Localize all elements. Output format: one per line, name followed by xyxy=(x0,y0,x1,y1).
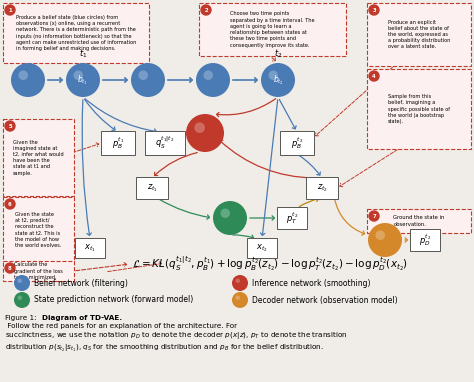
Text: Given the
imagined state at
t2, infer what would
have been the
state at t1 and
s: Given the imagined state at t2, infer wh… xyxy=(13,139,64,175)
Circle shape xyxy=(66,63,100,97)
Text: Belief network (filtering): Belief network (filtering) xyxy=(34,278,128,288)
FancyBboxPatch shape xyxy=(136,177,168,199)
FancyBboxPatch shape xyxy=(3,3,149,63)
Text: $p_B^{t_1}$: $p_B^{t_1}$ xyxy=(112,135,124,151)
Circle shape xyxy=(5,199,15,209)
Circle shape xyxy=(232,292,248,308)
Text: $t_1$: $t_1$ xyxy=(79,47,87,60)
Circle shape xyxy=(131,63,165,97)
Text: $z_{t_1}$: $z_{t_1}$ xyxy=(146,182,157,194)
Circle shape xyxy=(5,263,15,273)
Text: $\mathcal{L} = KL(q_S^{t_1|t_2}, p_B^{t_1}) + \log p_B^{t_2}(z_{t_2}) - \log p_T: $\mathcal{L} = KL(q_S^{t_1|t_2}, p_B^{t_… xyxy=(132,255,408,274)
Text: $p_B^{t_2}$: $p_B^{t_2}$ xyxy=(291,135,303,151)
Circle shape xyxy=(11,63,45,97)
Circle shape xyxy=(203,71,213,80)
FancyBboxPatch shape xyxy=(367,69,471,149)
Text: Decoder network (observation model): Decoder network (observation model) xyxy=(252,296,398,304)
Circle shape xyxy=(236,278,240,283)
Text: 1: 1 xyxy=(8,8,12,13)
Text: State prediction network (forward model): State prediction network (forward model) xyxy=(34,296,193,304)
Circle shape xyxy=(220,209,230,218)
FancyBboxPatch shape xyxy=(367,3,471,66)
Text: $p_T^{t_2}$: $p_T^{t_2}$ xyxy=(286,210,298,226)
Circle shape xyxy=(213,201,247,235)
Circle shape xyxy=(368,223,402,257)
Circle shape xyxy=(268,71,278,80)
FancyBboxPatch shape xyxy=(410,229,440,251)
Circle shape xyxy=(196,63,230,97)
Text: Choose two time points
separated by a time interval. The
agent is going to learn: Choose two time points separated by a ti… xyxy=(230,11,315,47)
Circle shape xyxy=(375,230,385,240)
Circle shape xyxy=(18,71,28,80)
Text: 7: 7 xyxy=(372,214,376,219)
Text: $t_2$: $t_2$ xyxy=(274,47,282,60)
Circle shape xyxy=(14,275,30,291)
Circle shape xyxy=(5,5,15,15)
FancyBboxPatch shape xyxy=(280,131,314,155)
Circle shape xyxy=(261,63,295,97)
Text: $p_D^{t_2}$: $p_D^{t_2}$ xyxy=(419,232,431,248)
Circle shape xyxy=(73,71,83,80)
Circle shape xyxy=(369,71,379,81)
Circle shape xyxy=(14,292,30,308)
Text: Produce an explicit
belief about the state of
the world, expressed as
a probabil: Produce an explicit belief about the sta… xyxy=(388,19,450,49)
FancyBboxPatch shape xyxy=(101,131,135,155)
Circle shape xyxy=(194,122,205,133)
Text: Inference network (smoothing): Inference network (smoothing) xyxy=(252,278,371,288)
FancyBboxPatch shape xyxy=(3,261,74,281)
Text: $b_{t_1}$: $b_{t_1}$ xyxy=(77,73,89,87)
Circle shape xyxy=(186,114,224,152)
Text: 5: 5 xyxy=(8,123,12,128)
Text: Follow the red panels for an explanation of the architecture. For
succinctness, : Follow the red panels for an explanation… xyxy=(5,323,348,354)
Text: Produce a belief state (blue circles) from
observations (x) online, using a recu: Produce a belief state (blue circles) fr… xyxy=(16,15,136,51)
Circle shape xyxy=(236,296,240,300)
Text: Sample from this
belief, imagining a
specific possible state of
the world (a boo: Sample from this belief, imagining a spe… xyxy=(388,94,450,124)
FancyBboxPatch shape xyxy=(199,3,346,56)
Text: $q_S^{t_1|t_2}$: $q_S^{t_1|t_2}$ xyxy=(155,135,174,151)
Text: $b_{t_2}$: $b_{t_2}$ xyxy=(273,73,283,87)
Text: Ground the state in
observation.: Ground the state in observation. xyxy=(393,215,445,227)
Circle shape xyxy=(232,275,248,291)
FancyBboxPatch shape xyxy=(367,209,471,233)
Text: $x_{t_2}$: $x_{t_2}$ xyxy=(256,242,268,254)
Text: Calculate the
gradient of the loss
to be minimized.: Calculate the gradient of the loss to be… xyxy=(14,262,63,280)
Text: Given the state
at t2, predict/
reconstruct the
state at t2. This is
the model o: Given the state at t2, predict/ reconstr… xyxy=(15,212,62,248)
FancyBboxPatch shape xyxy=(145,131,185,155)
Text: Diagram of TD-VAE.: Diagram of TD-VAE. xyxy=(42,315,122,321)
Text: 6: 6 xyxy=(8,201,12,207)
Text: 4: 4 xyxy=(372,73,376,78)
Text: 8: 8 xyxy=(8,265,12,270)
FancyBboxPatch shape xyxy=(306,177,338,199)
FancyBboxPatch shape xyxy=(3,197,74,263)
Text: 2: 2 xyxy=(204,8,208,13)
Circle shape xyxy=(369,5,379,15)
Circle shape xyxy=(369,211,379,221)
Text: 3: 3 xyxy=(372,8,376,13)
Circle shape xyxy=(201,5,211,15)
Text: $x_{t_1}$: $x_{t_1}$ xyxy=(84,242,96,254)
Circle shape xyxy=(18,278,22,283)
Text: Figure 1:: Figure 1: xyxy=(5,315,39,321)
Text: $z_{t_2}$: $z_{t_2}$ xyxy=(317,182,328,194)
FancyBboxPatch shape xyxy=(247,238,277,258)
Circle shape xyxy=(138,71,148,80)
Circle shape xyxy=(5,121,15,131)
FancyBboxPatch shape xyxy=(3,119,74,196)
Circle shape xyxy=(18,296,22,300)
FancyBboxPatch shape xyxy=(277,207,307,229)
FancyBboxPatch shape xyxy=(75,238,105,258)
